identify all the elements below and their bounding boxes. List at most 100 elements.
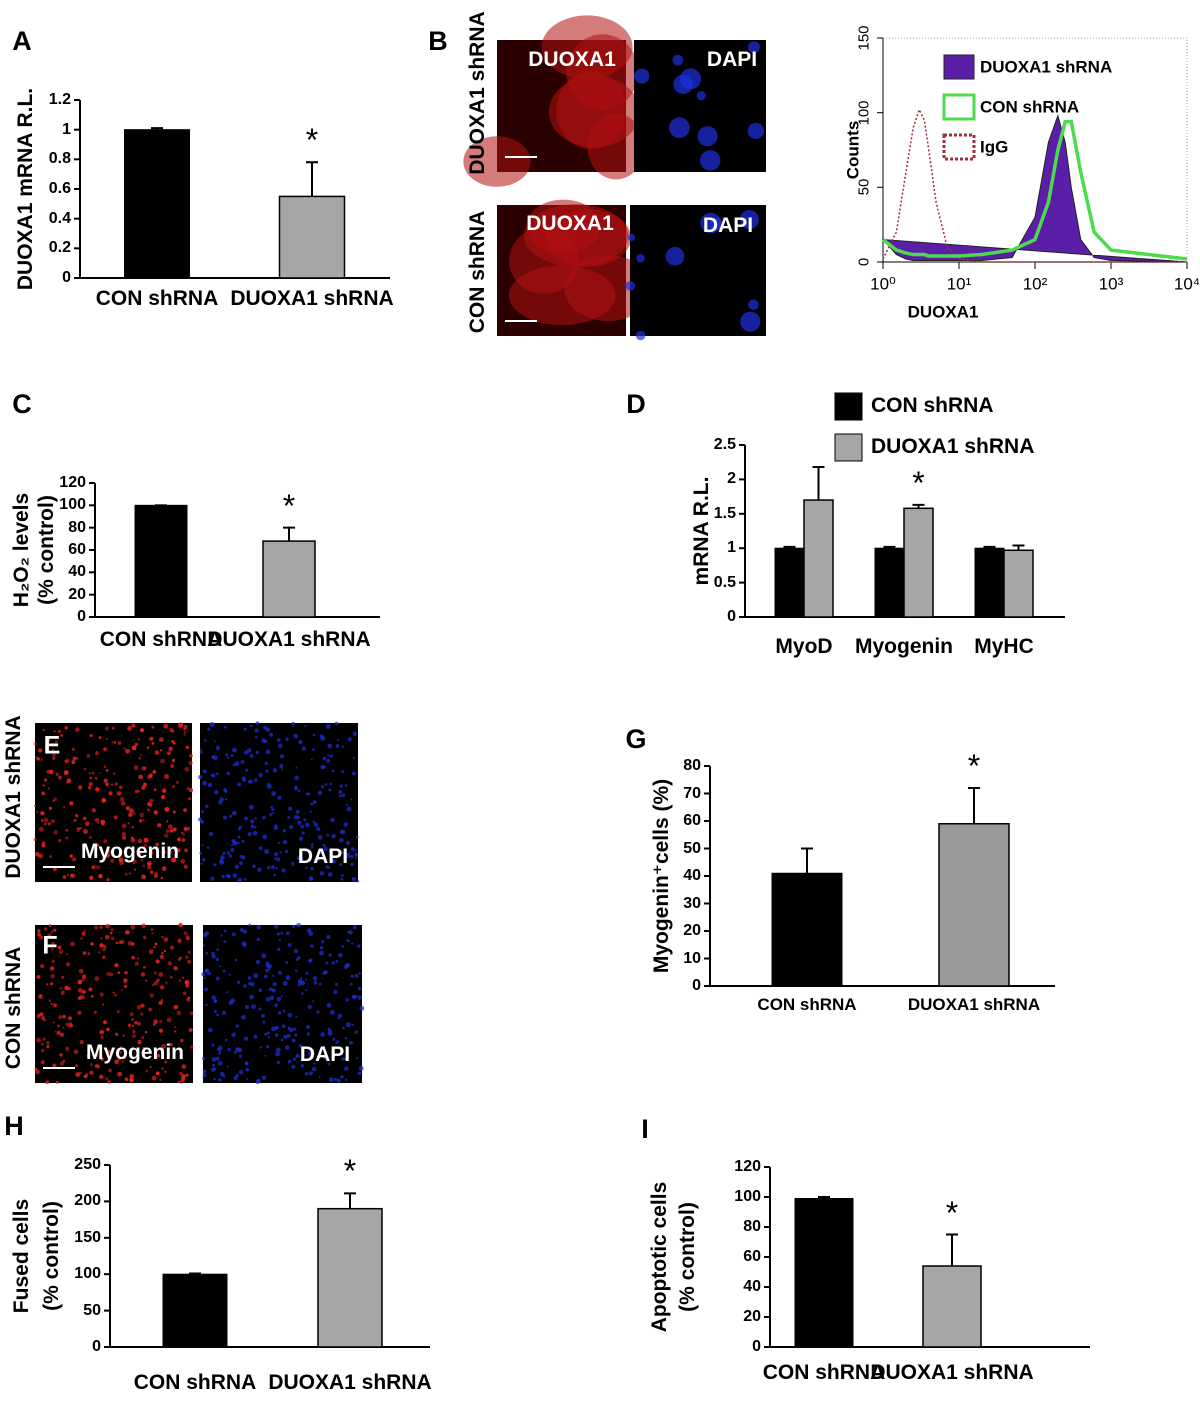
micrograph-speck — [50, 982, 54, 986]
micrograph-speck — [266, 783, 272, 789]
micrograph-speck — [183, 808, 187, 812]
micrograph-speck — [292, 1027, 297, 1031]
micrograph-speck — [146, 746, 150, 749]
micrograph-speck — [146, 1050, 150, 1054]
micrograph-speck — [153, 1019, 158, 1024]
micrograph-speck — [124, 1077, 129, 1082]
micrograph-speck — [157, 823, 162, 828]
micrograph-speck — [269, 732, 273, 737]
micrograph-speck — [140, 972, 146, 977]
micrograph-speck — [245, 1061, 248, 1065]
micrograph-speck — [335, 1040, 340, 1044]
image-channel-label: DAPI — [702, 213, 754, 237]
micrograph-speck — [103, 1020, 107, 1025]
micrograph-speck — [122, 1034, 125, 1037]
micrograph-speck — [132, 811, 136, 815]
micrograph-speck — [222, 969, 226, 973]
micrograph-speck — [127, 1023, 132, 1028]
micrograph-speck — [351, 1023, 354, 1027]
micrograph-speck — [62, 875, 67, 879]
micrograph-speck — [263, 974, 268, 979]
micrograph-speck — [218, 1049, 222, 1053]
micrograph-speck — [141, 785, 146, 790]
micrograph-speck — [120, 989, 123, 992]
micrograph-speck — [163, 949, 167, 953]
micrograph-speck — [199, 851, 203, 855]
micrograph-speck — [281, 868, 286, 873]
micrograph-speck — [160, 1067, 164, 1070]
micrograph-speck — [316, 826, 321, 832]
micrograph-speck — [137, 1039, 142, 1045]
bar — [278, 195, 346, 279]
micrograph-speck — [287, 1059, 292, 1064]
micrograph-speck — [345, 840, 350, 845]
micrograph-speck — [312, 1000, 315, 1003]
micrograph-speck — [211, 951, 215, 956]
micrograph-speck — [270, 865, 275, 870]
micrograph-speck — [334, 721, 339, 726]
micrograph-speck — [183, 931, 188, 936]
micrograph-speck — [278, 938, 281, 942]
micrograph-speck — [277, 841, 280, 845]
micrograph-speck — [160, 758, 165, 764]
micrograph-speck — [326, 1002, 332, 1008]
micrograph-speck — [129, 1012, 134, 1017]
micrograph-speck — [98, 873, 103, 879]
micrograph-speck — [181, 838, 186, 842]
micrograph-speck — [297, 857, 300, 860]
micrograph-speck — [748, 41, 760, 54]
micrograph-speck — [341, 1057, 345, 1061]
micrograph-speck — [91, 865, 96, 870]
micrograph-speck — [94, 1052, 99, 1057]
image-channel-label: DAPI — [297, 844, 349, 868]
micrograph-speck — [159, 1019, 163, 1023]
micrograph-speck — [328, 953, 332, 957]
micrograph-speck — [271, 1026, 276, 1032]
micrograph-speck — [183, 864, 188, 869]
micrograph-speck — [69, 854, 73, 858]
micrograph-speck — [331, 769, 335, 773]
micrograph-speck — [231, 932, 236, 937]
micrograph-speck — [247, 976, 252, 980]
micrograph-speck — [40, 964, 45, 969]
micrograph-speck — [354, 974, 359, 978]
micrograph-speck — [101, 798, 107, 803]
micrograph-speck — [634, 68, 650, 84]
micrograph-speck — [105, 1077, 109, 1081]
micrograph-speck — [265, 769, 269, 773]
micrograph-speck — [240, 760, 245, 765]
micrograph-speck — [95, 787, 100, 792]
micrograph-speck — [171, 758, 176, 762]
micrograph-speck — [317, 835, 323, 840]
micrograph-speck — [298, 852, 302, 855]
micrograph-speck — [128, 808, 134, 814]
micrograph-speck — [53, 797, 57, 801]
error-bar — [306, 161, 318, 197]
micrograph-speck — [343, 1066, 349, 1071]
micrograph-speck — [99, 1046, 102, 1050]
micrograph-speck — [224, 1038, 228, 1042]
image-row-label: CON shRNA — [1, 946, 25, 1070]
micrograph-speck — [42, 841, 46, 845]
micrograph-speck — [245, 1078, 249, 1081]
micrograph-speck — [98, 736, 102, 739]
micrograph-speck — [62, 1060, 66, 1063]
micrograph-speck — [233, 1075, 238, 1080]
micrograph-speck — [627, 233, 636, 242]
micrograph-speck — [291, 1064, 296, 1069]
bar — [803, 499, 834, 618]
micrograph-speck — [310, 944, 314, 948]
micrograph-speck — [339, 863, 343, 867]
micrograph-speck — [148, 949, 154, 955]
micrograph-speck — [258, 772, 263, 778]
error-bar — [946, 1233, 958, 1266]
micrograph-speck — [356, 879, 360, 883]
image-channel-label: DUOXA1 — [528, 47, 616, 71]
micrograph-speck — [305, 978, 308, 981]
micrograph-speck — [625, 280, 636, 291]
micrograph-speck — [40, 1060, 45, 1065]
micrograph-speck — [134, 1020, 138, 1025]
micrograph-speck — [164, 1070, 167, 1074]
micrograph-speck — [334, 982, 339, 986]
micrograph-speck — [163, 833, 169, 838]
